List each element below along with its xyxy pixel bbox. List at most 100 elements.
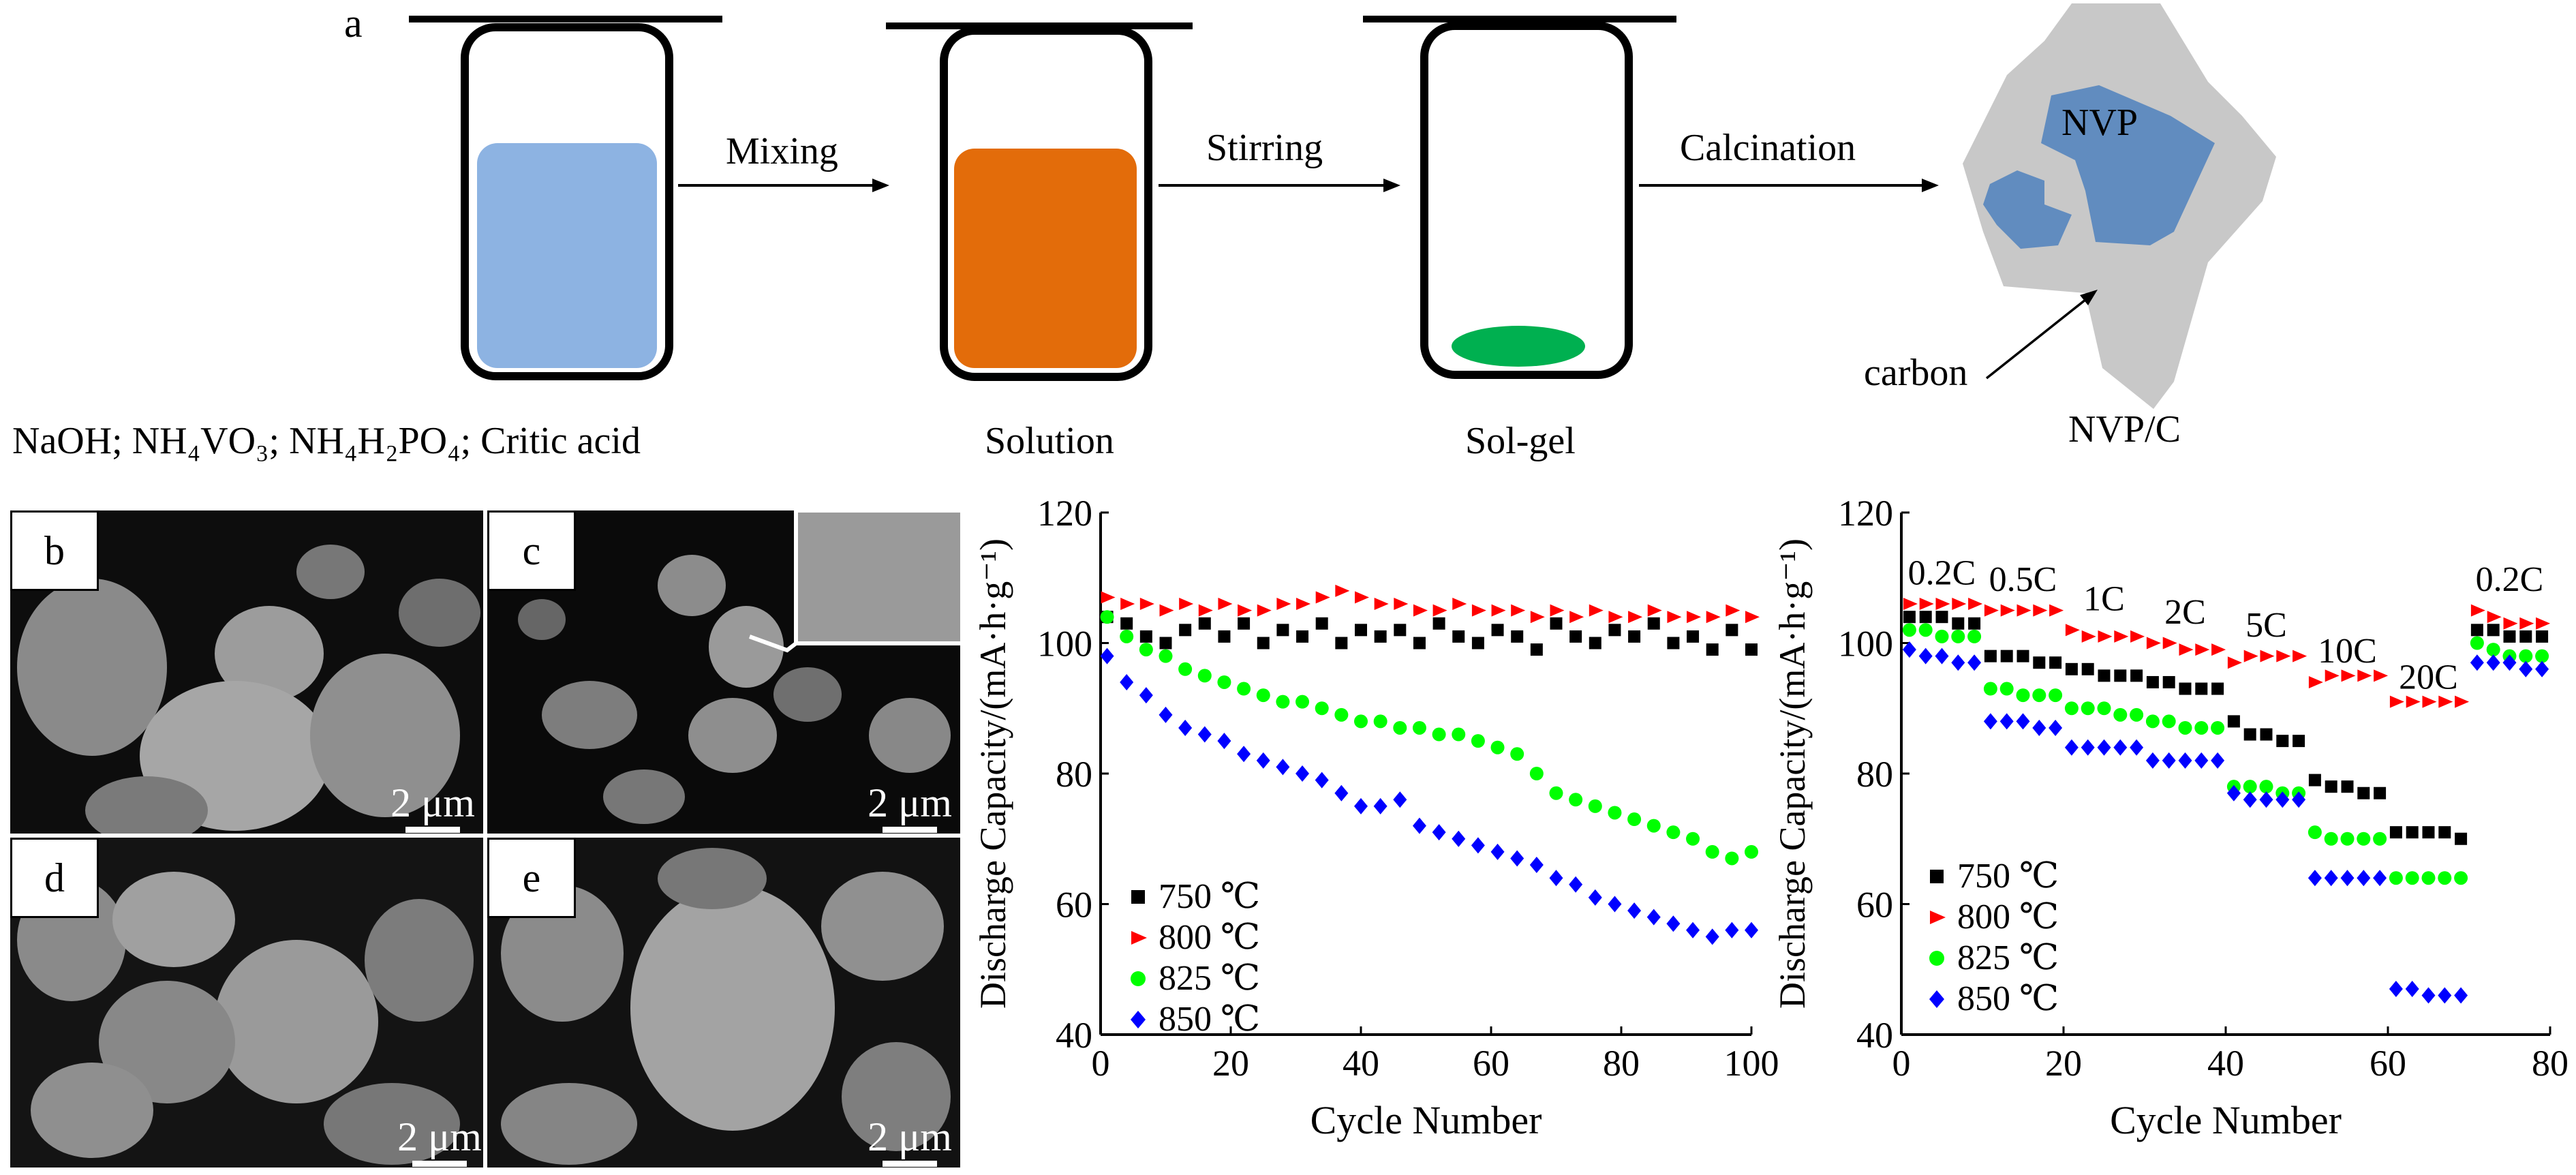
- chart1-xtick-label-2: 40: [1343, 1043, 1379, 1084]
- chart2-series-1-point: [2422, 695, 2437, 708]
- chart2-series-2-point: [2081, 701, 2095, 716]
- chart2-y-axis-label: Discharge Capacity/(mA·h·g⁻¹): [1772, 538, 1813, 1009]
- chart2-series-2-point: [2259, 780, 2273, 794]
- chart2-ytick-label-0: 40: [1856, 1015, 1893, 1056]
- chart2-series-3-point: [2016, 713, 2030, 730]
- chart2-x-axis-label: Cycle Number: [2110, 1098, 2342, 1142]
- chart1-series-3-point: [1197, 726, 1212, 743]
- chart2-series-2-point: [2032, 688, 2046, 703]
- chart2-series-0-point: [2325, 780, 2337, 793]
- chart1-series-3-point: [1471, 837, 1485, 854]
- chart2-series-3-point: [2259, 791, 2273, 808]
- chart1-xtick-label-0: 0: [1092, 1043, 1110, 1084]
- chart1-series-3-point: [1725, 921, 1739, 939]
- chart1-series-1-point: [1238, 604, 1253, 617]
- chart2-series-3-point: [2438, 987, 2452, 1004]
- chart2-series-3-point: [2470, 654, 2484, 671]
- chart2-series-1-point: [2455, 695, 2470, 708]
- chart2-series-2-point: [2211, 720, 2225, 735]
- chart2-series-0-point: [2049, 656, 2062, 669]
- scale-bar-e-text: 2 μm: [868, 1114, 952, 1159]
- schematic-drawing: [409, 3, 2276, 409]
- chart1-series-2-point: [1745, 844, 1758, 859]
- chart1-series-0-point: [1667, 637, 1680, 650]
- chart1-series-0-point: [1276, 624, 1289, 637]
- chart1-series-2-point: [1412, 720, 1426, 735]
- chart1-series-0-point: [1628, 630, 1641, 643]
- chart2-series-2-point: [2049, 688, 2063, 703]
- chart2-series-1-point: [2536, 617, 2551, 630]
- chart1-series-1-point: [1198, 604, 1213, 617]
- chart2-ytick-label-3: 100: [1838, 624, 1893, 665]
- chart2-series-0-point: [2536, 630, 2549, 643]
- caption-reagents: NaOH; NH₄VO₃; NH₄H₂PO₄; Critic acid: [12, 420, 641, 462]
- chart1-series-0: [1101, 611, 1758, 656]
- chart2-series-1-point: [2211, 643, 2226, 656]
- chart2-series-1-point: [2243, 650, 2258, 662]
- chart2-series-2-point: [1918, 623, 1933, 637]
- chart1-series-2-point: [1569, 793, 1583, 807]
- chart1-legend-label-1: 800 ℃: [1159, 918, 1260, 957]
- chart1-series-1-point: [1589, 604, 1604, 617]
- chart1-series-2-point: [1510, 747, 1524, 761]
- chart2-series-3-point: [2211, 752, 2225, 769]
- chart2-series-2-point: [1935, 629, 1949, 643]
- chart2-legend-marker-0: [1930, 870, 1944, 883]
- chart2-series-1-point: [2000, 604, 2015, 617]
- chart1-series-1-point: [1394, 598, 1409, 611]
- chart1-series-1-point: [1667, 611, 1682, 624]
- chart2-series-2-point: [2519, 649, 2533, 663]
- chart1-legend-label-3: 850 ℃: [1159, 1000, 1260, 1039]
- chart2-series-1-point: [2487, 611, 2502, 624]
- chart1-legend-marker-1: [1131, 931, 1147, 945]
- chart1-series-3-point: [1373, 797, 1387, 814]
- chart2-legend-marker-2: [1929, 951, 1944, 966]
- chart1-series-1-point: [1491, 604, 1506, 617]
- chart1-series-1-point: [1432, 604, 1447, 617]
- chart2-series-3-point: [2519, 660, 2533, 677]
- chart1-series-0-point: [1491, 624, 1504, 637]
- chart1-xtick-label-5: 100: [1724, 1043, 1779, 1084]
- chart2-series-0-point: [2243, 728, 2256, 741]
- chart2-series-1-point: [2374, 669, 2389, 682]
- chart1-series-2-point: [1725, 851, 1739, 866]
- chart2-series-1-point: [2017, 604, 2031, 617]
- chart1-series-0-point: [1374, 630, 1387, 643]
- chart2-series-0-point: [2470, 624, 2483, 637]
- chart2-series-2-point: [2470, 636, 2484, 650]
- chart2-series-1-point: [2503, 617, 2518, 630]
- chart1-series-1-point: [1550, 604, 1565, 617]
- chart2-series-0-point: [2065, 662, 2078, 675]
- chart1-series-1-point: [1726, 604, 1741, 617]
- chart2-series-2-point: [2535, 649, 2549, 663]
- step-label-calcination: Calcination: [1680, 127, 1856, 169]
- chart1-legend-label-0: 750 ℃: [1159, 877, 1260, 916]
- chart2-series-3-point: [1951, 654, 1965, 671]
- scale-bar-d: 2 μm: [388, 1114, 483, 1167]
- chart2-series-3-point: [2162, 752, 2176, 769]
- chart2-series-0-point: [2455, 832, 2468, 845]
- chart2-series-2-point: [2130, 707, 2144, 722]
- chart2-series-1-point: [2033, 604, 2048, 617]
- chart2-series-1-point: [1968, 598, 1983, 611]
- chart1-series-3-point: [1745, 921, 1758, 939]
- chart1-series-2-point: [1276, 695, 1290, 709]
- chart1-series-0-point: [1726, 624, 1738, 637]
- sem-image-b: b 2 μm: [8, 508, 485, 836]
- chart1-series-3-point: [1217, 733, 1231, 750]
- chart2-series-0-point: [2081, 662, 2094, 675]
- chart2-series-3-point: [2097, 739, 2111, 756]
- chart2-series-3-point: [2145, 752, 2160, 769]
- chart2-series-0-point: [2098, 669, 2111, 682]
- chart1-series-2-point: [1471, 734, 1485, 748]
- chart2-series-1-point: [2162, 637, 2177, 650]
- chart1-series-1-point: [1608, 611, 1623, 624]
- chart1-legend-marker-2: [1131, 971, 1146, 986]
- caption-sol-gel: Sol-gel: [1465, 420, 1576, 462]
- chart2-legend-label-1: 800 ℃: [1957, 898, 2059, 936]
- chart1-xtick-label-4: 80: [1603, 1043, 1640, 1084]
- chart2-series-1-point: [2065, 624, 2080, 637]
- chart1-series-2-point: [1100, 610, 1114, 624]
- chart2-series-3-point: [2389, 980, 2403, 997]
